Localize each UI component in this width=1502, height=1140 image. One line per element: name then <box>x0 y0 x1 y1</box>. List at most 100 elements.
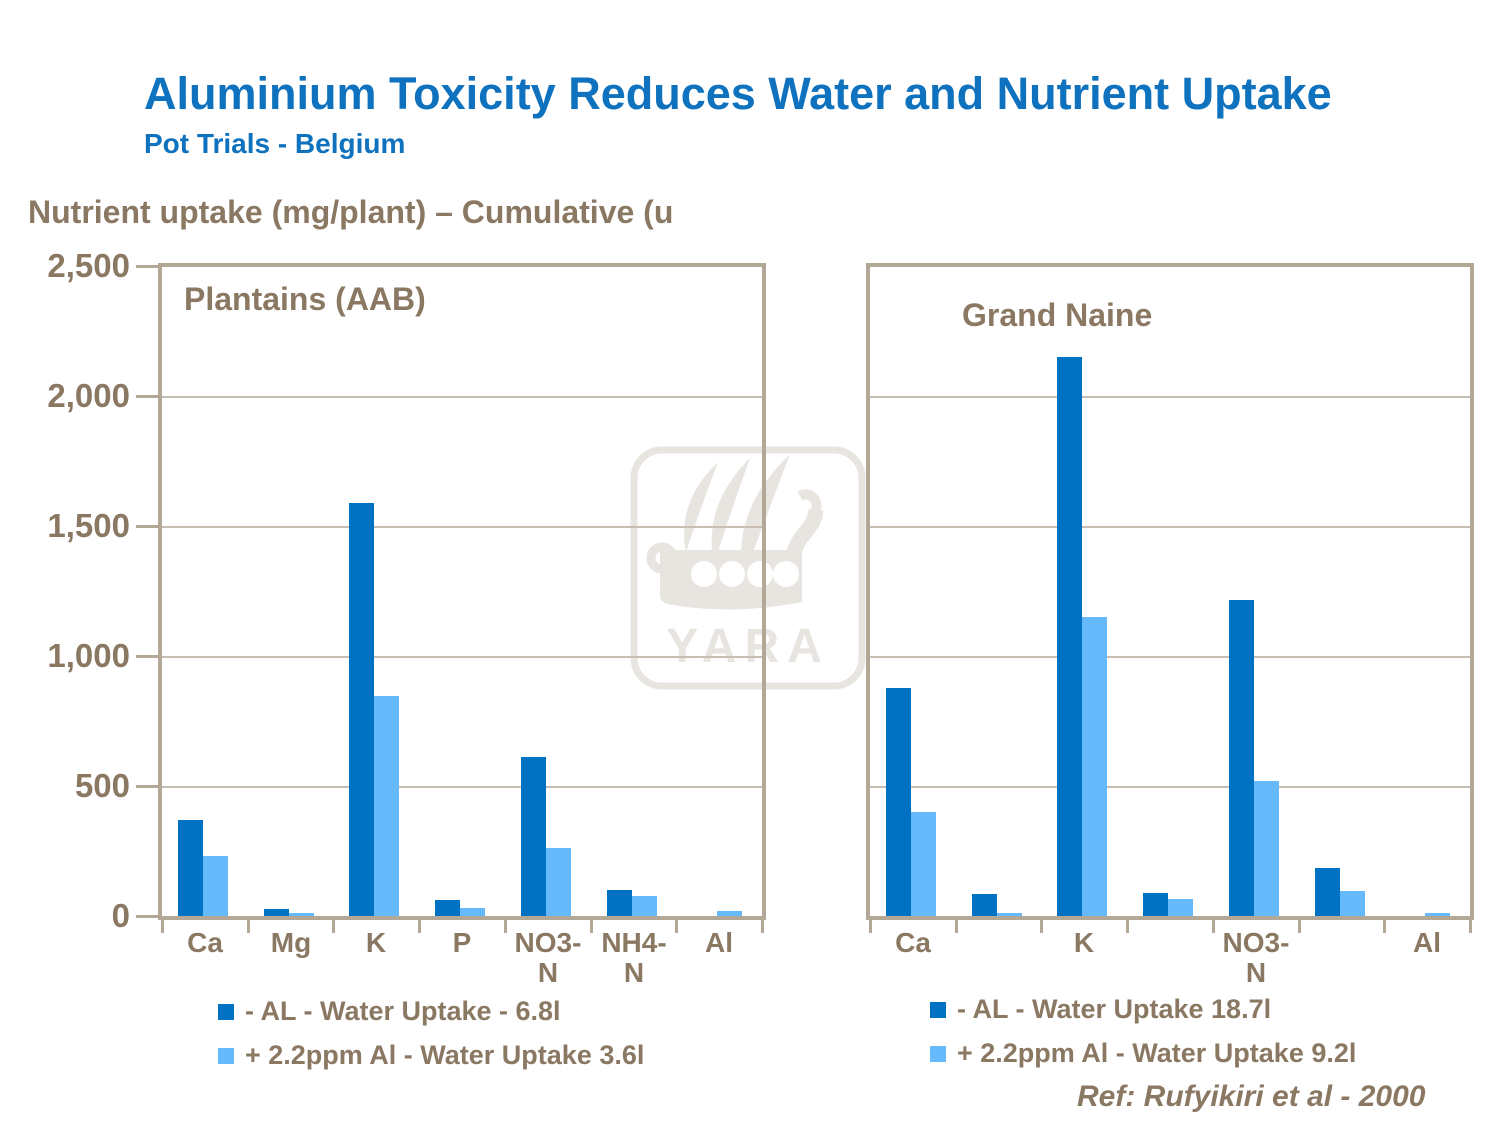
y-axis-tick <box>136 525 158 528</box>
gridline-1500 <box>162 526 762 528</box>
bar-Al-plus-al <box>717 911 742 916</box>
y-axis-title: Nutrient uptake (mg/plant) – Cumulative … <box>28 194 674 230</box>
bar-NH4-N-plus-al <box>1340 891 1365 916</box>
y-axis-label: 2,000 <box>47 377 130 414</box>
x-axis-label-NO3-N: NO3-N <box>1222 927 1290 988</box>
x-axis-label-K: K <box>1073 927 1095 958</box>
y-axis-tick <box>136 265 158 268</box>
gridline-500 <box>870 786 1470 788</box>
x-axis-labels-plantains: Ca Mg K P NO3- N NH4- N Al <box>162 928 762 1008</box>
legend-marker-light <box>930 1045 946 1062</box>
x-axis-tick <box>504 920 507 933</box>
bar-Ca-plus-al <box>911 812 936 916</box>
y-axis-label: 0 <box>111 897 130 934</box>
y-axis-label: 2,500 <box>47 247 130 284</box>
x-axis-label-Ca: Ca <box>895 927 931 958</box>
x-axis-label-Mg: Mg <box>270 927 312 958</box>
y-axis-label: 500 <box>74 767 130 804</box>
y-axis-tick <box>136 395 158 398</box>
watermark-text: YARA <box>666 620 830 673</box>
legend-marker-dark <box>930 1001 946 1018</box>
x-axis-tick <box>590 920 593 933</box>
x-axis-tick <box>1040 920 1043 933</box>
bar-Mg-plus-al <box>289 913 314 916</box>
x-axis-tick <box>247 920 250 933</box>
legend-label: - AL - Water Uptake - 6.8l <box>245 996 561 1026</box>
bar-NO3-N-minus-al <box>1229 600 1254 916</box>
bar-Ca-plus-al <box>203 856 228 916</box>
gridline-500 <box>162 786 762 788</box>
gridline-1000 <box>162 656 762 658</box>
page-subtitle: Pot Trials - Belgium <box>144 128 406 159</box>
legend-plantains: - AL - Water Uptake - 6.8l + 2.2ppm Al - … <box>218 996 644 1071</box>
bar-NO3-N-plus-al <box>546 848 571 916</box>
bar-NH4-N-plus-al <box>632 896 657 916</box>
bar-Al-plus-al <box>1425 913 1450 916</box>
legend-marker-dark <box>218 1003 234 1020</box>
bar-Mg-minus-al <box>972 894 997 916</box>
y-axis-label: 1,000 <box>47 637 130 674</box>
y-axis-tick <box>136 655 158 658</box>
gridline-1000 <box>870 656 1470 658</box>
x-axis-tick <box>761 920 764 933</box>
x-axis-tick <box>675 920 678 933</box>
chart-panel-grand-naine: Grand Naine <box>866 263 1474 920</box>
x-axis-tick <box>1383 920 1386 933</box>
bar-Mg-plus-al <box>997 913 1022 916</box>
legend-row: + 2.2ppm Al - Water Uptake 3.6l <box>218 1040 644 1071</box>
x-axis-tick <box>1469 920 1472 933</box>
y-axis-label: 1,500 <box>47 507 130 544</box>
x-axis-tick <box>332 920 335 933</box>
panel-title-grand-naine: Grand Naine <box>962 297 1153 333</box>
x-axis-tick <box>1126 920 1129 933</box>
legend-label: - AL - Water Uptake 18.7l <box>957 994 1272 1024</box>
bar-P-plus-al <box>460 908 485 916</box>
x-axis-label-Al: Al <box>1413 927 1441 958</box>
reference-citation: Ref: Rufyikiri et al - 2000 <box>1077 1080 1426 1113</box>
x-axis-tick <box>418 920 421 933</box>
bar-Mg-minus-al <box>264 909 289 916</box>
bar-NO3-N-minus-al <box>521 757 546 916</box>
y-axis-tick <box>136 915 158 918</box>
chart-panel-plantains: Plantains (AAB) <box>158 263 766 920</box>
legend-grand-naine: - AL - Water Uptake 18.7l + 2.2ppm Al - W… <box>930 994 1356 1069</box>
bar-P-plus-al <box>1168 899 1193 916</box>
panel-title-plantains: Plantains (AAB) <box>184 281 426 317</box>
page-title: Aluminium Toxicity Reduces Water and Nut… <box>144 68 1332 119</box>
bar-K-plus-al <box>374 696 399 916</box>
legend-row: + 2.2ppm Al - Water Uptake 9.2l <box>930 1038 1356 1069</box>
bar-Ca-minus-al <box>886 688 911 916</box>
x-axis-tick <box>869 920 872 933</box>
legend-label: + 2.2ppm Al - Water Uptake 9.2l <box>957 1038 1357 1068</box>
bar-NH4-N-minus-al <box>607 890 632 916</box>
x-axis-label-P: P <box>452 927 472 958</box>
x-axis-tick <box>1298 920 1301 933</box>
x-axis-label-NH4-N: NH4- N <box>601 927 667 988</box>
x-axis-tick <box>1212 920 1215 933</box>
bar-Ca-minus-al <box>178 820 203 916</box>
x-axis-label-K: K <box>365 927 387 958</box>
x-axis-labels-grand-naine: Ca K NO3-N Al <box>870 928 1470 1008</box>
bar-P-minus-al <box>1143 893 1168 916</box>
bar-K-minus-al <box>349 503 374 916</box>
x-axis-tick <box>955 920 958 933</box>
gridline-2000 <box>162 396 762 398</box>
legend-marker-light <box>218 1047 234 1064</box>
bar-K-plus-al <box>1082 617 1107 916</box>
gridline-1500 <box>870 526 1470 528</box>
yara-logo-watermark: YARA <box>630 446 866 690</box>
legend-row: - AL - Water Uptake - 6.8l <box>218 996 644 1027</box>
gridline-2000 <box>870 396 1470 398</box>
x-axis-label-NO3-N: NO3- N <box>514 927 582 988</box>
bar-NO3-N-plus-al <box>1254 781 1279 916</box>
y-axis-tick <box>136 785 158 788</box>
bar-P-minus-al <box>435 900 460 916</box>
legend-label: + 2.2ppm Al - Water Uptake 3.6l <box>245 1040 645 1070</box>
x-axis-label-Ca: Ca <box>187 927 223 958</box>
legend-row: - AL - Water Uptake 18.7l <box>930 994 1356 1025</box>
bar-K-minus-al <box>1057 357 1082 916</box>
x-axis-tick <box>161 920 164 933</box>
bar-NH4-N-minus-al <box>1315 868 1340 916</box>
x-axis-label-Al: Al <box>705 927 733 958</box>
